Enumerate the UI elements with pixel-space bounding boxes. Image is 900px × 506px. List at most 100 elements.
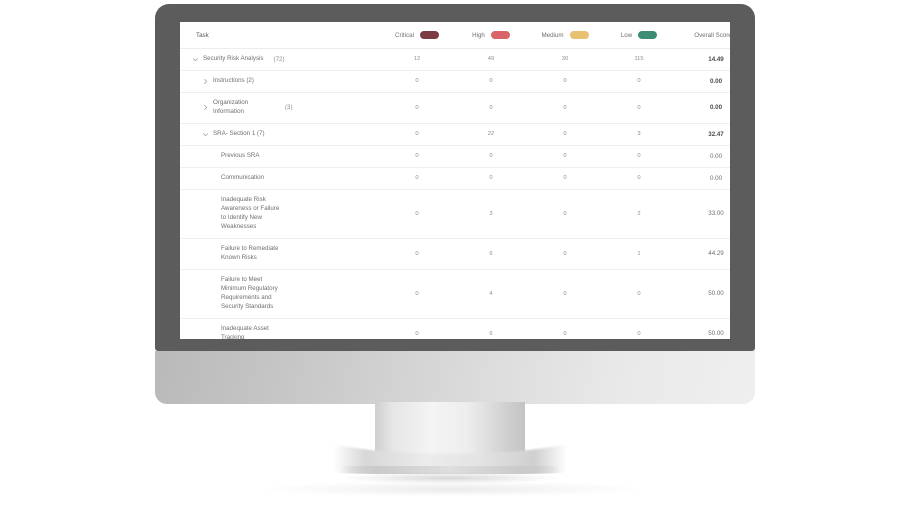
table-header: Task Critical High (180, 22, 730, 49)
chevron-spacer (210, 210, 217, 217)
critical-count: 0 (380, 269, 454, 319)
task-cell: Organization Information (3) (180, 92, 380, 124)
table-header-row: Task Critical High (180, 22, 730, 49)
table-row[interactable]: SRA- Section 1 (7) 0 22 0 3 32.47 (180, 123, 730, 146)
medium-severity-pill (569, 31, 589, 39)
task-label: Organization Information (213, 98, 249, 115)
high-count: 4 (454, 269, 528, 319)
overall-score-value: 0.00 (676, 70, 730, 93)
critical-count: 0 (380, 238, 454, 270)
task-cell: Communication (180, 167, 380, 190)
high-count: 22 (454, 123, 528, 146)
medium-count: 0 (528, 123, 602, 146)
low-count: 2 (602, 189, 676, 239)
monitor-chin (155, 351, 755, 404)
column-header-high-label: High (472, 31, 485, 39)
task-count: (72) (273, 55, 285, 63)
table-row[interactable]: Organization Information (3) 0 0 0 0 0.00 (180, 92, 730, 124)
column-header-medium[interactable]: Medium (528, 22, 602, 49)
critical-count: 0 (380, 189, 454, 239)
high-count: 6 (454, 318, 528, 339)
chevron-spacer (210, 330, 217, 337)
medium-count: 0 (528, 269, 602, 319)
chevron-down-icon[interactable] (202, 131, 209, 138)
high-count: 6 (454, 238, 528, 270)
critical-count: 0 (380, 167, 454, 190)
column-header-high[interactable]: High (454, 22, 528, 49)
low-severity-pill (638, 31, 658, 39)
task-cell: Inadequate Risk Awareness or Failure to … (180, 189, 380, 239)
column-header-overall-score[interactable]: Overall Score (676, 22, 730, 49)
high-severity-pill (490, 31, 510, 39)
task-label: SRA- Section 1 (7) (213, 129, 265, 137)
high-count: 0 (454, 145, 528, 168)
column-header-low[interactable]: Low (602, 22, 676, 49)
column-header-task[interactable]: Task (180, 22, 380, 49)
task-label: Inadequate Asset Tracking (221, 324, 269, 339)
high-count: 49 (454, 48, 528, 71)
low-count: 0 (602, 92, 676, 124)
chevron-right-icon[interactable] (202, 78, 209, 85)
task-cell: Security Risk Analysis (72) (180, 48, 380, 71)
task-cell: Failure to Remediate Known Risks (180, 238, 380, 270)
table-row[interactable]: Security Risk Analysis (72) 12 49 30 115 14.49 (180, 48, 730, 71)
table-row[interactable]: Previous SRA 0 0 0 0 0.00 (180, 145, 730, 168)
chevron-spacer (210, 153, 217, 160)
table-row[interactable]: Instructions (2) 0 0 0 0 0.00 (180, 70, 730, 93)
task-cell: Inadequate Asset Tracking (180, 318, 380, 339)
critical-count: 0 (380, 145, 454, 168)
task-label: Failure to Remediate Known Risks (221, 244, 279, 261)
high-count: 0 (454, 167, 528, 190)
high-count: 3 (454, 189, 528, 239)
task-label: Previous SRA (221, 151, 260, 159)
table-body: Security Risk Analysis (72) 12 49 30 115 14.49… (180, 48, 730, 339)
low-count: 3 (602, 123, 676, 146)
task-cell: SRA- Section 1 (7) (180, 123, 380, 146)
task-label: Communication (221, 173, 264, 181)
table-row[interactable]: Communication 0 0 0 0 0.00 (180, 167, 730, 190)
low-count: 115 (602, 48, 676, 71)
overall-score-value: 50.00 (676, 269, 730, 319)
task-label: Security Risk Analysis (203, 55, 264, 62)
chevron-right-icon[interactable] (202, 104, 209, 111)
column-header-low-label: Low (620, 31, 633, 39)
medium-count: 0 (528, 145, 602, 168)
monitor-bezel: Task Critical High (155, 4, 755, 351)
overall-score-value: 50.00 (676, 318, 730, 339)
overall-score-value: 0.00 (676, 167, 730, 190)
table-row[interactable]: Inadequate Risk Awareness or Failure to … (180, 189, 730, 239)
high-count: 0 (454, 92, 528, 124)
column-header-medium-label: Medium (541, 31, 564, 39)
medium-count: 0 (528, 238, 602, 270)
column-header-critical[interactable]: Critical (380, 22, 454, 49)
critical-count: 12 (380, 48, 454, 71)
chevron-spacer (210, 290, 217, 297)
task-label: Instructions (2) (213, 76, 254, 84)
low-count: 0 (602, 145, 676, 168)
monitor-shadow (300, 470, 600, 486)
chevron-spacer (210, 250, 217, 257)
critical-count: 0 (380, 92, 454, 124)
table-row[interactable]: Inadequate Asset Tracking 0 6 0 0 50.00 (180, 318, 730, 339)
chevron-down-icon[interactable] (192, 56, 199, 63)
task-cell: Previous SRA (180, 145, 380, 168)
task-label: Failure to Meet Minimum Regulatory Requi… (221, 275, 278, 310)
critical-count: 0 (380, 123, 454, 146)
critical-count: 0 (380, 318, 454, 339)
low-count: 0 (602, 269, 676, 319)
table-row[interactable]: Failure to Meet Minimum Regulatory Requi… (180, 269, 730, 319)
medium-count: 0 (528, 70, 602, 93)
high-count: 0 (454, 70, 528, 93)
chevron-spacer (210, 175, 217, 182)
low-count: 0 (602, 167, 676, 190)
overall-score-value: 0.00 (676, 145, 730, 168)
medium-count: 0 (528, 92, 602, 124)
table-row[interactable]: Failure to Remediate Known Risks 0 6 0 1 44.2… (180, 238, 730, 270)
overall-score-value: 0.00 (676, 92, 730, 124)
column-header-critical-label: Critical (395, 31, 414, 39)
medium-count: 0 (528, 167, 602, 190)
monitor-shadow-ambient (180, 478, 725, 500)
task-cell: Failure to Meet Minimum Regulatory Requi… (180, 269, 380, 319)
risk-score-table: Task Critical High (180, 22, 730, 339)
